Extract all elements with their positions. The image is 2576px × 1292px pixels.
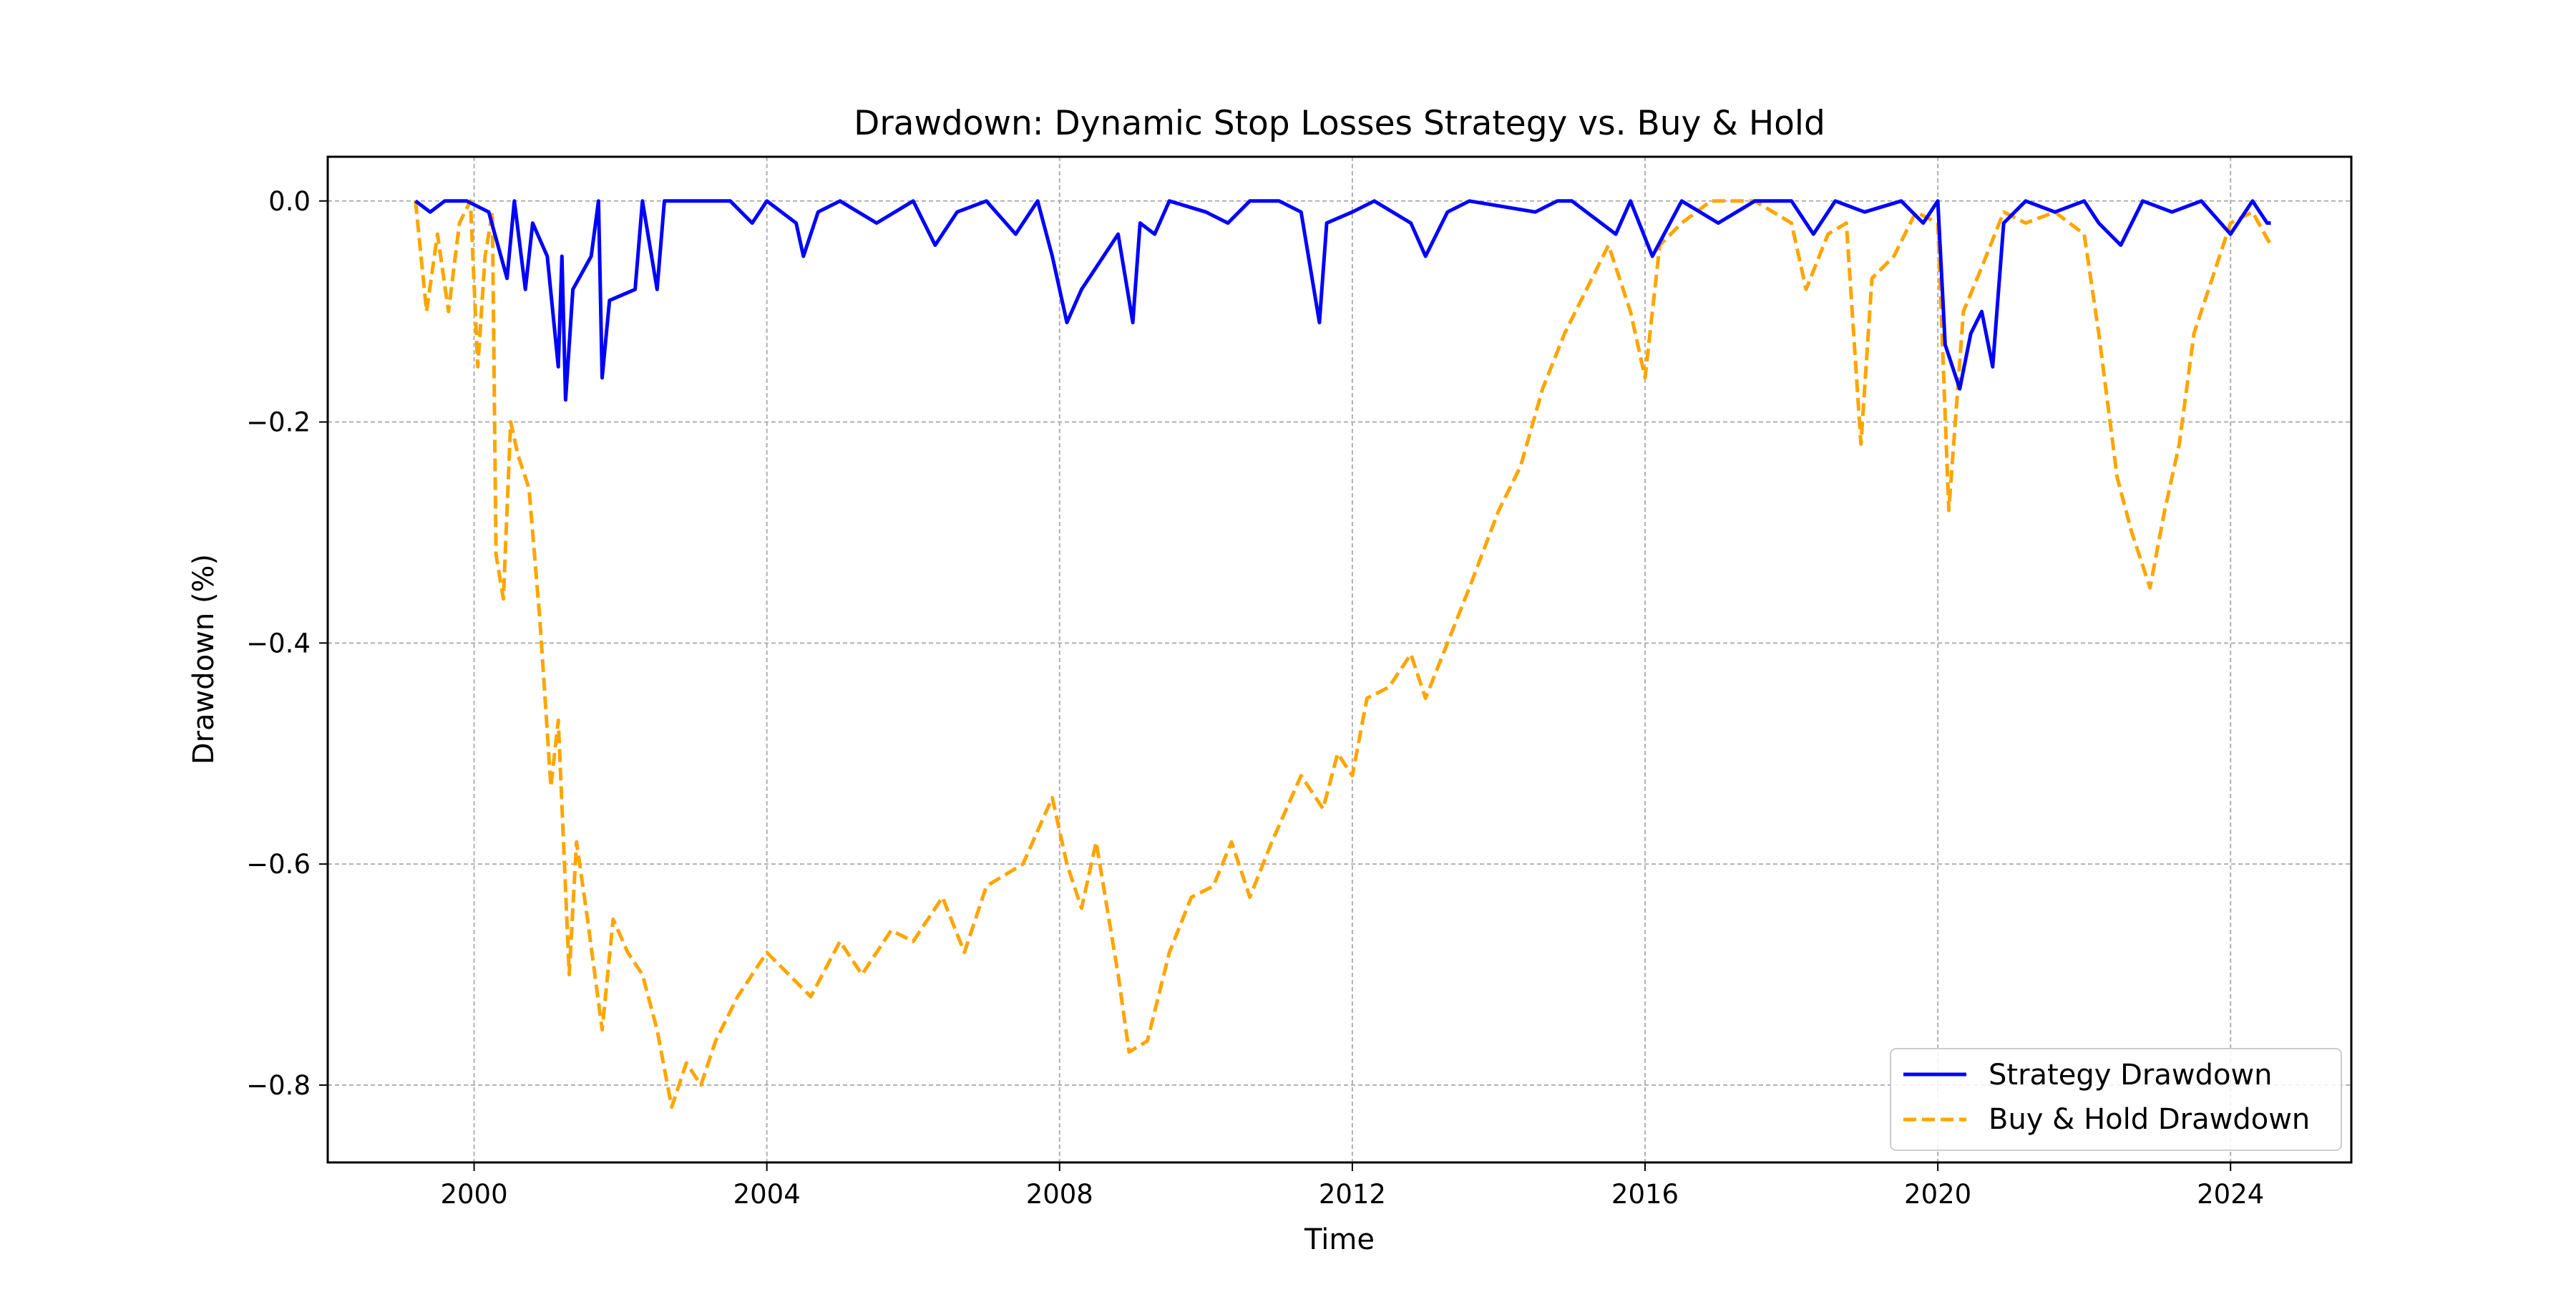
x-tick-label: 2000 [440,1179,507,1210]
y-tick-label: 0.0 [268,186,311,217]
x-tick-label: 2008 [1026,1179,1093,1210]
axis-ticks: 2000 2004 2008 2012 2016 2020 2024 0.0 −0.2 −0.4 −… [246,186,2264,1210]
y-tick-label: −0.4 [246,628,311,659]
legend-label-strategy: Strategy Drawdown [1989,1059,2273,1092]
x-tick-label: 2012 [1319,1179,1386,1210]
chart-title: Drawdown: Dynamic Stop Losses Strategy v… [854,104,1825,143]
plot-frame [326,155,2353,1164]
series-line-buy-hold [414,199,2273,1109]
y-tick-label: −0.8 [246,1070,311,1101]
x-tick-label: 2016 [1611,1179,1679,1210]
plot-series [414,199,2273,1109]
x-tick-label: 2004 [733,1179,801,1210]
series-line-strategy [414,199,2271,402]
y-axis-label: Drawdown (%) [187,554,220,764]
x-axis-label: Time [1304,1223,1375,1256]
legend-label-buy-hold: Buy & Hold Drawdown [1989,1103,2310,1136]
y-tick-label: −0.6 [246,849,311,880]
legend: Strategy Drawdown Buy & Hold Drawdown [1890,1048,2342,1151]
legend-box [1890,1048,2342,1151]
y-tick-label: −0.2 [246,407,311,438]
x-tick-label: 2024 [2197,1179,2264,1210]
x-tick-label: 2020 [1904,1179,1971,1210]
